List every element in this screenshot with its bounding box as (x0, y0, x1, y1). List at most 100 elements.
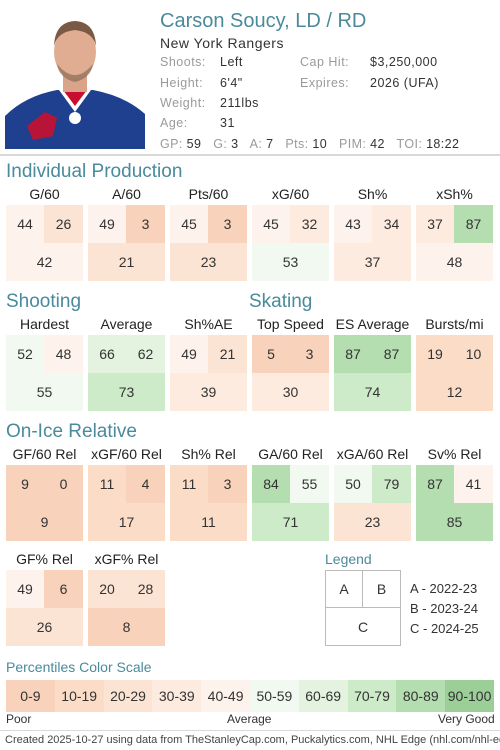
metric-esavg: ES Average 87 87 74 (334, 316, 411, 411)
metric-cell-a: 43 (334, 205, 372, 243)
g-value: 3 (231, 137, 239, 151)
metric-xgfrel: xGF% Rel 20 28 8 (88, 551, 165, 646)
metric-cell-b: 48 (44, 335, 83, 373)
metric-cell-c: 12 (416, 373, 493, 411)
legend-a-text: A - 2022-23 (410, 581, 478, 596)
pts-value: 10 (312, 137, 328, 151)
metric-cell-c: 71 (252, 503, 329, 541)
metric-cell-b: 4 (126, 465, 165, 503)
metric-cell-c: 26 (6, 608, 83, 646)
metric-xg60: xG/60 45 32 53 (252, 186, 329, 281)
metric-label: Sv% Rel (427, 446, 482, 462)
metric-cell-a: 20 (88, 570, 126, 608)
metric-cell-b: 87 (454, 205, 493, 243)
metric-hardest: Hardest 52 48 55 (6, 316, 83, 411)
legend-cell-a: A (326, 571, 363, 608)
metric-cell-c: 42 (6, 243, 83, 281)
metric-cell-b: 28 (126, 570, 165, 608)
header-divider (0, 154, 500, 156)
metric-label: GA/60 Rel (258, 446, 323, 462)
metric-label: GF% Rel (16, 551, 73, 567)
metric-cell-c: 11 (170, 503, 247, 541)
section-on-ice-relative: On-Ice Relative (6, 421, 137, 442)
pim-label: PIM: (338, 137, 367, 151)
a-label: A: (249, 137, 263, 151)
metric-bursts: Bursts/mi 19 10 12 (416, 316, 493, 411)
metric-cell-a: 52 (6, 335, 44, 373)
metric-sh: Sh% 43 34 37 (334, 186, 411, 281)
metric-cell-a: 11 (88, 465, 126, 503)
metric-cell-a: 19 (416, 335, 454, 373)
metric-cell-c: 74 (334, 373, 411, 411)
percentile-scale: 0-9 10-19 20-29 30-39 40-49 50-59 60-69 … (6, 680, 494, 712)
metric-shrel: Sh% Rel 11 3 11 (170, 446, 247, 541)
legend-box: A B C (325, 570, 401, 646)
metric-cell-b: 10 (454, 335, 493, 373)
player-name: Carson Soucy, LD / RD (160, 10, 367, 32)
footer-credits: Created 2025-10-27 using data from TheSt… (5, 734, 500, 746)
metric-label: GF/60 Rel (12, 446, 77, 462)
metric-label: Average (100, 316, 153, 332)
metric-cell-a: 50 (334, 465, 372, 503)
metric-cell-b: 41 (454, 465, 493, 503)
metric-topspeed: Top Speed 5 3 30 (252, 316, 329, 411)
scale-very-good-label: Very Good (438, 712, 495, 726)
metric-cell-c: 9 (6, 503, 83, 541)
metric-cell-a: 44 (6, 205, 44, 243)
legend-cell-c: C (357, 618, 369, 635)
scale-bin: 90-100 (445, 680, 494, 712)
metric-svrel: Sv% Rel 87 41 85 (416, 446, 493, 541)
caphit-value: $3,250,000 (370, 55, 438, 69)
scale-bin: 30-39 (152, 680, 202, 712)
metric-cell-c: 73 (88, 373, 165, 411)
metric-label: xGA/60 Rel (336, 446, 409, 462)
metric-cell-a: 87 (416, 465, 454, 503)
weight-value: 211lbs (220, 96, 259, 110)
toi-label: TOI: (396, 137, 423, 151)
scale-title: Percentiles Color Scale (6, 659, 152, 675)
metric-cell-a: 37 (416, 205, 454, 243)
metric-cell-b: 3 (126, 205, 165, 243)
pim-value: 42 (370, 137, 385, 151)
metric-shae: Sh%AE 49 21 39 (170, 316, 247, 411)
legend-c-text: C - 2024-25 (410, 621, 479, 636)
metric-label: Pts/60 (188, 186, 229, 202)
metric-xga60rel: xGA/60 Rel 50 79 23 (334, 446, 411, 541)
metric-a60: A/60 49 3 21 (88, 186, 165, 281)
height-value: 6'4" (220, 76, 243, 90)
metric-cell-b: 34 (372, 205, 411, 243)
expires-value: 2026 (UFA) (370, 76, 439, 90)
scale-average-label: Average (227, 712, 272, 726)
metric-cell-a: 5 (252, 335, 290, 373)
metric-label: xSh% (436, 186, 473, 202)
gp-label: GP: (160, 137, 183, 151)
metric-cell-a: 84 (252, 465, 290, 503)
shoots-value: Left (220, 55, 243, 69)
metric-cell-c: 23 (170, 243, 247, 281)
metric-label: Sh%AE (184, 316, 233, 332)
player-photo (5, 8, 145, 149)
scale-bin: 50-59 (249, 680, 299, 712)
metric-cell-b: 55 (290, 465, 329, 503)
metric-cell-c: 53 (252, 243, 329, 281)
metric-cell-a: 49 (170, 335, 208, 373)
metric-cell-a: 11 (170, 465, 208, 503)
legend-title: Legend (325, 551, 372, 567)
metric-label: xGF% Rel (94, 551, 159, 567)
metric-cell-b: 6 (44, 570, 83, 608)
metric-cell-a: 45 (252, 205, 290, 243)
scale-bin: 80-89 (396, 680, 446, 712)
metric-gfrel: GF% Rel 49 6 26 (6, 551, 83, 646)
metric-label: ES Average (335, 316, 410, 332)
metric-cell-c: 21 (88, 243, 165, 281)
age-label: Age: (160, 116, 188, 130)
age-value: 31 (220, 116, 235, 130)
metric-label: A/60 (112, 186, 141, 202)
a-value: 7 (266, 137, 274, 151)
legend-b-text: B - 2023-24 (410, 601, 478, 616)
metric-cell-b: 87 (372, 335, 411, 373)
legend-cell-b: B (363, 571, 400, 608)
metric-cell-b: 3 (208, 205, 247, 243)
scale-bin: 20-29 (103, 680, 153, 712)
metric-cell-a: 9 (6, 465, 44, 503)
